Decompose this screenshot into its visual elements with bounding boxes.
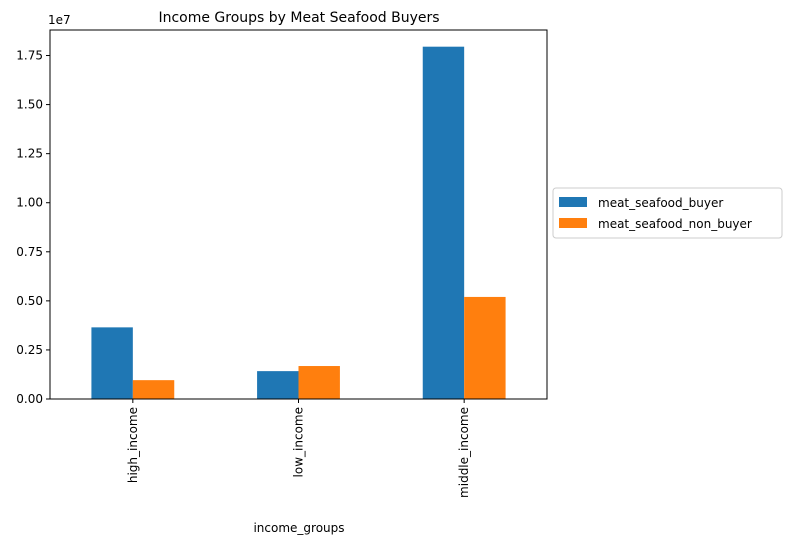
y-axis-offset-label: 1e7 [48,13,71,27]
bar-low_income-meat_seafood_buyer [257,371,299,399]
y-tick-label: 1.50 [16,98,43,112]
bar-high_income-meat_seafood_non_buyer [132,380,175,399]
legend-label: meat_seafood_non_buyer [598,217,752,231]
y-axis: 0.00 0.25 0.50 0.75 1.00 1.25 1.50 1.75 [16,49,50,406]
legend: meat_seafood_buyer meat_seafood_non_buyer [552,187,783,239]
bar-low_income-meat_seafood_non_buyer [298,366,340,399]
y-tick-label: 1.25 [16,147,43,161]
bar-middle_income-meat_seafood_non_buyer [464,296,506,399]
bar-high_income-meat_seafood_buyer [91,327,133,399]
legend-swatch [559,197,587,207]
legend-label: meat_seafood_buyer [598,196,723,210]
y-tick-label: 0.25 [16,343,43,357]
bar-middle_income-meat_seafood_buyer [422,46,465,400]
legend-swatch [559,218,587,228]
x-tick-label: high_income [126,407,140,483]
y-tick-label: 0.50 [16,294,43,308]
y-tick-label: 0.00 [16,392,43,406]
plot-area [49,29,548,400]
x-axis-label: income_groups [253,521,344,535]
x-tick-label: middle_income [457,407,471,498]
y-tick-label: 1.75 [16,49,43,63]
y-tick-label: 0.75 [16,245,43,259]
x-tick-label: low_income [292,407,306,477]
x-axis: high_income low_income middle_income [126,399,471,498]
chart-title: Income Groups by Meat Seafood Buyers [158,10,439,26]
y-tick-label: 1.00 [16,196,43,210]
legend-box [552,187,783,239]
